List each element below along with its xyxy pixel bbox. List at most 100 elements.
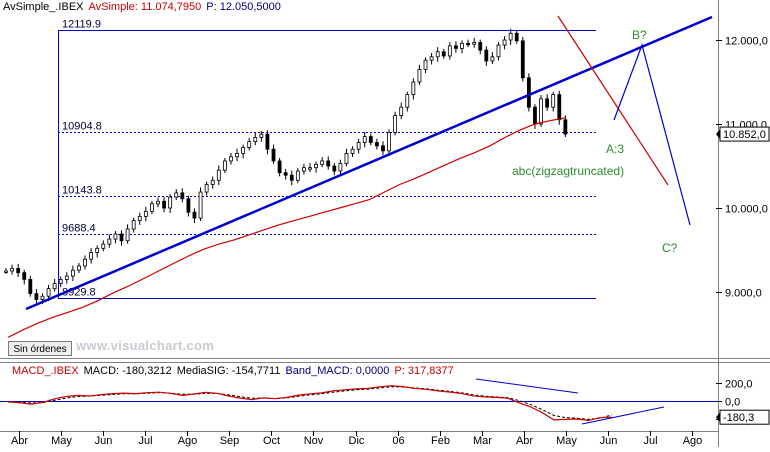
price-bar-body	[125, 228, 130, 242]
price-bar-body	[399, 106, 404, 116]
price-bar-body	[514, 32, 519, 42]
price-bar-body	[332, 165, 337, 172]
price-bar-body	[137, 215, 142, 221]
wave-annotation: abc(zigzagtruncated)	[512, 164, 624, 178]
short-term-resistance-line	[557, 15, 669, 186]
price-bar-body	[150, 203, 154, 212]
legend-item: Band_MACD: 0,0000	[285, 365, 389, 377]
price-bar-body	[387, 131, 391, 152]
xaxis-panel	[0, 431, 718, 447]
price-bar-body	[89, 252, 94, 260]
xaxis-tick-label: Jun	[600, 435, 618, 447]
annotation-layer: B? A:3 abc(zigzagtruncated) C?	[512, 28, 678, 255]
xaxis: Abr May Jun Jul Ago Sep Oct Nov Dic 06 Feb Mar Abr Ma…	[11, 431, 702, 447]
price-bar-body	[52, 283, 57, 290]
xaxis-tick-label: Abr	[11, 435, 28, 447]
price-bar-body	[101, 243, 106, 249]
price-bar-body	[241, 147, 246, 154]
price-bar-body	[119, 233, 124, 242]
price-bar-body	[28, 278, 33, 295]
price-bar-body	[429, 56, 434, 61]
price-bar-body	[289, 174, 294, 181]
wave-annotation: A:3	[606, 142, 624, 156]
moving-average-line	[7, 117, 566, 338]
price-bar-body	[526, 77, 531, 108]
last-value-pointer	[716, 129, 720, 140]
price-bar-body	[174, 192, 179, 198]
price-bar-body	[229, 156, 233, 162]
price-bar-body	[326, 160, 331, 167]
price-bar-body	[168, 196, 173, 209]
price-bar-body	[58, 278, 63, 284]
price-bar-body	[34, 293, 39, 300]
price-bar-body	[265, 133, 270, 150]
legend-item: P: 12.050,5000	[206, 1, 281, 13]
price-bar-body	[381, 145, 385, 152]
yaxis-tick-label: 9.000,0	[725, 288, 762, 300]
fib-level-label: 12119.9	[62, 19, 101, 31]
price-bar-body	[484, 49, 489, 62]
xaxis-tick-label: Dic	[349, 435, 365, 447]
macd-divergence-top	[475, 378, 579, 394]
price-bar-body	[253, 137, 258, 143]
price-bar-body	[478, 42, 483, 51]
price-bar-body	[180, 192, 185, 200]
wave-annotation: C?	[662, 241, 678, 255]
price-bar-body	[411, 81, 416, 95]
price-bar-body	[271, 148, 276, 162]
long-term-trendline	[25, 15, 713, 311]
legend-item: MACD_.IBEX	[12, 365, 79, 377]
macd-last-value-label: -180,3	[723, 412, 754, 424]
price-bar-body	[83, 258, 87, 267]
price-bar-body	[77, 265, 81, 271]
price-bar-body	[107, 238, 112, 245]
price-bar-body	[95, 247, 100, 253]
price-bar-body	[204, 184, 209, 193]
price-bar-body	[435, 51, 440, 58]
price-bar-body	[441, 51, 446, 57]
price-bar-body	[192, 211, 197, 219]
fib-level-label: 9688.4	[62, 223, 96, 235]
price-bar-body	[557, 94, 562, 121]
macd-divergence-bottom	[581, 406, 665, 425]
price-bar-body	[302, 167, 306, 172]
xaxis-tick-label: Jul	[138, 435, 152, 447]
fib-level-label: 10143.8	[62, 185, 102, 197]
price-bar-body	[259, 133, 264, 138]
legend-item: AvSimple: 11.074,7950	[89, 1, 202, 13]
price-bar-body	[113, 233, 118, 240]
xaxis-tick-label: May	[51, 435, 72, 447]
watermark: www.visualchart.com	[76, 338, 215, 353]
xaxis-tick-label: Nov	[304, 435, 324, 447]
xaxis-tick-label: 06	[392, 435, 404, 447]
price-bars	[4, 28, 568, 304]
price-bar-body	[4, 270, 8, 273]
xaxis-tick-label: Ago	[683, 435, 703, 447]
price-bar-body	[235, 152, 239, 158]
orders-button[interactable]: Sin órdenes	[8, 341, 72, 356]
price-bar-body	[186, 198, 191, 213]
price-bar-body	[216, 169, 221, 181]
price-bar-body	[520, 40, 525, 79]
xaxis-tick-label: Abr	[516, 435, 533, 447]
xaxis-tick-label: Mar	[473, 435, 492, 447]
price-bar-body	[447, 45, 452, 57]
wave-annotation: B?	[632, 28, 647, 42]
legend-item: P: 317,8377	[394, 365, 453, 377]
price-bar-body	[472, 42, 477, 45]
price-bar-body	[156, 200, 160, 205]
price-bar-body	[344, 152, 349, 164]
price-bar-body	[466, 42, 470, 46]
price-bar-body	[143, 210, 148, 217]
xaxis-tick-label: Feb	[431, 435, 450, 447]
price-bar-body	[374, 142, 379, 147]
price-bar-body	[320, 160, 325, 165]
macd-line	[7, 385, 613, 422]
price-bar-body	[417, 69, 422, 83]
price-bar-body	[490, 56, 495, 62]
price-bar-body	[10, 268, 14, 272]
price-bar-body	[496, 44, 501, 58]
xaxis-tick-label: Jul	[643, 435, 657, 447]
